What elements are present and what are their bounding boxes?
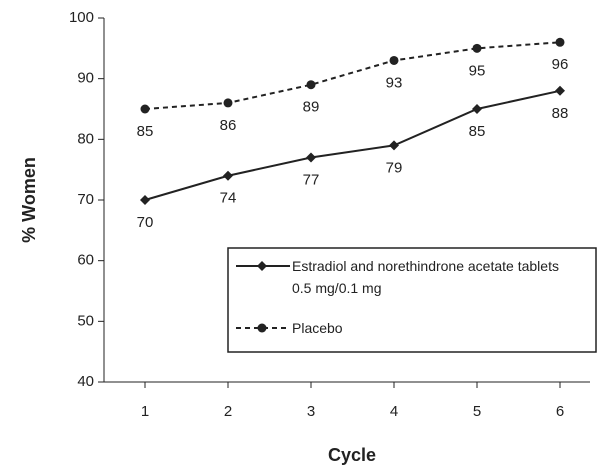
legend-label: Estradiol and norethindrone acetate tabl…	[292, 258, 559, 296]
data-label: 70	[137, 214, 154, 231]
point	[257, 261, 267, 271]
x-tick-label: 3	[307, 403, 315, 420]
point	[555, 85, 565, 96]
y-tick-label: 100	[69, 9, 94, 26]
point	[389, 140, 399, 151]
point	[257, 323, 267, 333]
x-axis-label: Cycle	[328, 445, 376, 465]
point	[472, 104, 482, 114]
data-label: 74	[220, 190, 237, 207]
data-label: 95	[469, 62, 486, 79]
point	[306, 80, 316, 90]
y-tick-label: 70	[77, 191, 94, 208]
point	[140, 104, 150, 114]
y-tick-label: 80	[77, 130, 94, 147]
data-label: 85	[137, 123, 154, 140]
data-label: 93	[386, 74, 403, 91]
point	[223, 98, 233, 108]
x-tick-label: 2	[224, 403, 232, 420]
point	[555, 37, 565, 47]
point	[140, 195, 150, 205]
data-label: 89	[303, 99, 320, 116]
y-axis-label: % Women	[19, 157, 39, 243]
series-line	[144, 41, 561, 110]
data-label: 79	[386, 159, 403, 176]
point	[223, 170, 233, 181]
data-label: 77	[303, 172, 320, 189]
legend-entry: Placebo	[292, 320, 343, 336]
x-tick-label: 4	[390, 403, 398, 420]
point	[472, 43, 482, 53]
y-tick-label: 90	[77, 70, 94, 87]
y-tick-label: 60	[77, 252, 94, 269]
data-label: 88	[552, 105, 569, 122]
data-label: 85	[469, 123, 486, 140]
y-tick-label: 40	[77, 373, 94, 390]
point	[389, 55, 399, 65]
data-label: 96	[552, 56, 569, 73]
legend-label: Placebo	[292, 320, 343, 336]
x-tick-label: 1	[141, 403, 149, 420]
series-line	[144, 89, 561, 201]
x-tick-label: 6	[556, 403, 564, 420]
point	[306, 152, 316, 163]
data-label: 86	[220, 117, 237, 134]
x-tick-label: 5	[473, 403, 481, 420]
legend-entry: Estradiol and norethindrone acetate tabl…	[292, 258, 559, 296]
y-tick-label: 50	[77, 312, 94, 329]
